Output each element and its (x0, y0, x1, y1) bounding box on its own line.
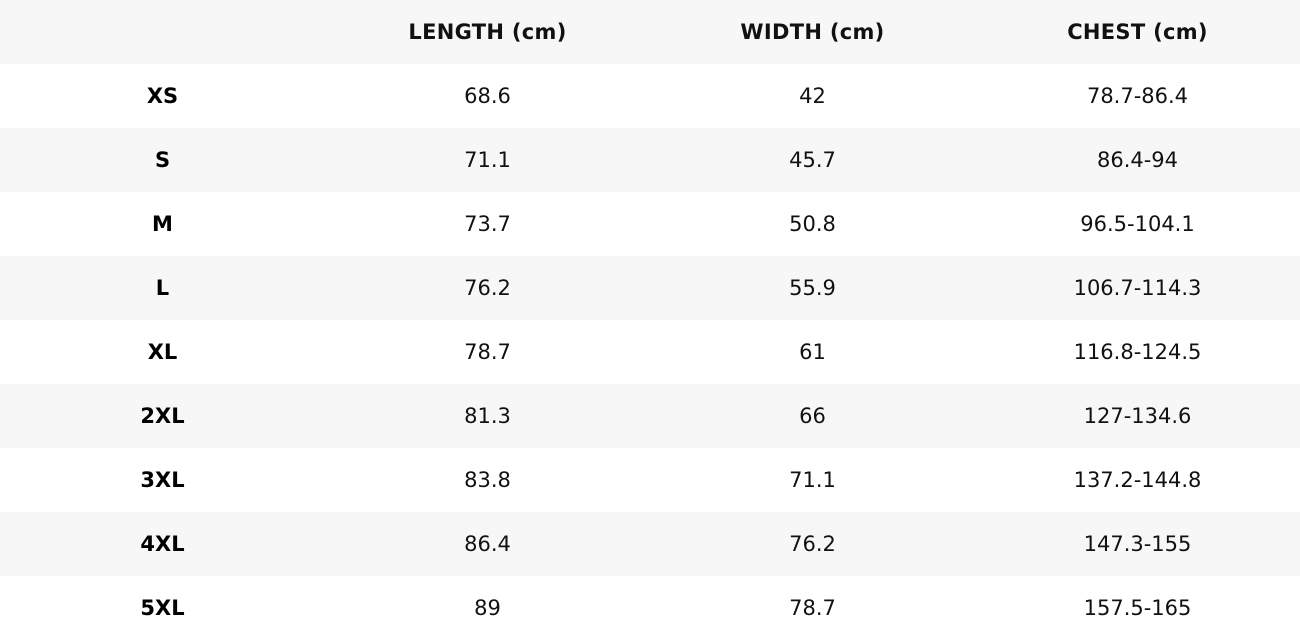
length-value: 68.6 (464, 84, 511, 108)
table-row-5xl: 5XL 89 78.7 157.5-165 (0, 576, 1300, 640)
chest-value: 78.7-86.4 (1086, 84, 1189, 108)
table-row-4xl: 4XL 86.4 76.2 147.3-155 (0, 512, 1300, 576)
table-row-xl: XL 78.7 61 116.8-124.5 (0, 320, 1300, 384)
size-label: XS (146, 84, 179, 108)
width-value: 61 (799, 340, 826, 364)
size-label: L (155, 276, 170, 300)
width-value: 66 (799, 404, 826, 428)
table-row-s: S 71.1 45.7 86.4-94 (0, 128, 1300, 192)
size-label: 2XL (140, 404, 185, 428)
width-value: 78.7 (789, 596, 836, 620)
header-size (0, 0, 325, 64)
length-value: 73.7 (464, 212, 511, 236)
header-width: WIDTH (cm) (740, 20, 885, 44)
width-value: 71.1 (789, 468, 836, 492)
length-value: 86.4 (464, 532, 511, 556)
chest-value: 96.5-104.1 (1080, 212, 1195, 236)
chest-value: 86.4-94 (1096, 148, 1179, 172)
chest-value: 157.5-165 (1083, 596, 1192, 620)
size-label: 3XL (140, 468, 185, 492)
width-value: 76.2 (789, 532, 836, 556)
table-row-l: L 76.2 55.9 106.7-114.3 (0, 256, 1300, 320)
table-row-xs: XS 68.6 42 78.7-86.4 (0, 64, 1300, 128)
length-value: 83.8 (464, 468, 511, 492)
header-length: LENGTH (cm) (408, 20, 567, 44)
header-chest: CHEST (cm) (1067, 20, 1208, 44)
chest-value: 116.8-124.5 (1073, 340, 1202, 364)
width-value: 55.9 (789, 276, 836, 300)
chest-value: 106.7-114.3 (1073, 276, 1202, 300)
table-row-m: M 73.7 50.8 96.5-104.1 (0, 192, 1300, 256)
chest-value: 147.3-155 (1083, 532, 1192, 556)
width-value: 45.7 (789, 148, 836, 172)
length-value: 76.2 (464, 276, 511, 300)
size-label: 5XL (140, 596, 185, 620)
table-row-2xl: 2XL 81.3 66 127-134.6 (0, 384, 1300, 448)
size-label: M (152, 212, 173, 236)
size-label: S (154, 148, 171, 172)
header-row: LENGTH (cm) WIDTH (cm) CHEST (cm) (0, 0, 1300, 64)
length-value: 78.7 (464, 340, 511, 364)
size-label: 4XL (140, 532, 185, 556)
length-value: 71.1 (464, 148, 511, 172)
length-value: 89 (474, 596, 501, 620)
length-value: 81.3 (464, 404, 511, 428)
table-row-3xl: 3XL 83.8 71.1 137.2-144.8 (0, 448, 1300, 512)
size-label: XL (147, 340, 178, 364)
width-value: 50.8 (789, 212, 836, 236)
width-value: 42 (799, 84, 826, 108)
chest-value: 137.2-144.8 (1073, 468, 1202, 492)
chest-value: 127-134.6 (1083, 404, 1192, 428)
